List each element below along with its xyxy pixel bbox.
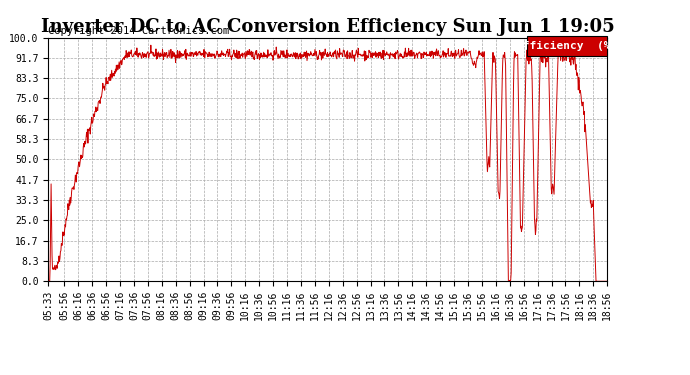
Text: Copyright 2014 Cartronics.com: Copyright 2014 Cartronics.com: [48, 26, 230, 36]
Title: Inverter DC to AC Conversion Efficiency Sun Jun 1 19:05: Inverter DC to AC Conversion Efficiency …: [41, 18, 615, 36]
Text: Efficiency  (%): Efficiency (%): [516, 41, 618, 51]
